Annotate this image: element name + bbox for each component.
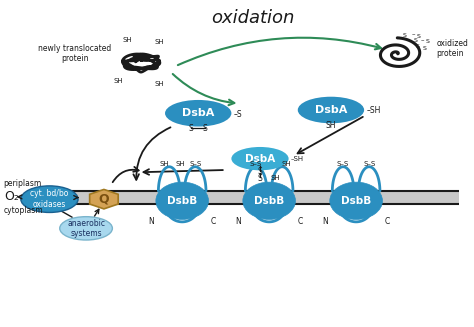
Text: anaerobic
systems: anaerobic systems bbox=[67, 219, 105, 238]
Text: SH: SH bbox=[155, 81, 164, 87]
Text: DsbA: DsbA bbox=[245, 154, 275, 164]
Ellipse shape bbox=[165, 100, 231, 127]
Ellipse shape bbox=[243, 182, 295, 219]
Ellipse shape bbox=[156, 182, 209, 219]
Text: –: – bbox=[421, 37, 424, 43]
Text: N: N bbox=[236, 217, 241, 226]
Text: SH: SH bbox=[176, 161, 185, 166]
Ellipse shape bbox=[330, 182, 383, 219]
Text: SH: SH bbox=[160, 161, 169, 166]
Text: S: S bbox=[402, 33, 406, 38]
Text: SH: SH bbox=[122, 37, 132, 43]
Text: DsbA: DsbA bbox=[182, 108, 214, 118]
Text: SH: SH bbox=[271, 175, 280, 181]
Text: N: N bbox=[323, 217, 328, 226]
Text: oxidized
protein: oxidized protein bbox=[436, 39, 468, 58]
Ellipse shape bbox=[231, 147, 289, 170]
Text: –S: –S bbox=[234, 111, 242, 119]
Text: S: S bbox=[417, 34, 421, 39]
Text: SH: SH bbox=[155, 39, 164, 45]
Ellipse shape bbox=[298, 97, 364, 123]
Text: S–S: S–S bbox=[189, 161, 201, 166]
Text: S–S: S–S bbox=[337, 161, 349, 166]
Text: newly translocated
protein: newly translocated protein bbox=[38, 43, 111, 63]
Text: –SH: –SH bbox=[367, 106, 381, 114]
Text: SH: SH bbox=[113, 78, 123, 84]
Text: S: S bbox=[258, 167, 263, 176]
Text: oxidation: oxidation bbox=[211, 9, 295, 26]
Text: O₂: O₂ bbox=[4, 190, 19, 203]
Text: C: C bbox=[384, 217, 390, 226]
Text: C: C bbox=[297, 217, 302, 226]
Text: SH: SH bbox=[326, 121, 336, 130]
Text: Q: Q bbox=[99, 193, 109, 206]
Text: S: S bbox=[414, 38, 418, 43]
Text: S: S bbox=[416, 43, 420, 49]
Text: S: S bbox=[189, 124, 194, 133]
Text: DsbB: DsbB bbox=[341, 196, 371, 206]
Bar bbox=[68, 191, 466, 204]
Text: S: S bbox=[423, 46, 427, 51]
Text: C: C bbox=[210, 217, 216, 226]
Ellipse shape bbox=[60, 217, 112, 240]
Text: S: S bbox=[203, 124, 208, 133]
Text: cytoplasm: cytoplasm bbox=[4, 206, 43, 215]
Text: SH: SH bbox=[282, 161, 292, 166]
Ellipse shape bbox=[21, 186, 78, 213]
Text: N: N bbox=[149, 217, 155, 226]
Polygon shape bbox=[90, 189, 118, 209]
Text: –: – bbox=[411, 31, 415, 38]
Text: S–S: S–S bbox=[250, 161, 262, 166]
Text: S: S bbox=[258, 174, 263, 182]
Text: S: S bbox=[425, 40, 429, 44]
Text: DsbA: DsbA bbox=[315, 105, 347, 115]
Text: –SH: –SH bbox=[291, 156, 304, 162]
Text: cyt. bd/bo
oxidases: cyt. bd/bo oxidases bbox=[30, 189, 69, 209]
Text: S–S: S–S bbox=[363, 161, 375, 166]
Text: DsbB: DsbB bbox=[167, 196, 197, 206]
Text: DsbB: DsbB bbox=[254, 196, 284, 206]
Text: periplasm: periplasm bbox=[4, 180, 42, 188]
